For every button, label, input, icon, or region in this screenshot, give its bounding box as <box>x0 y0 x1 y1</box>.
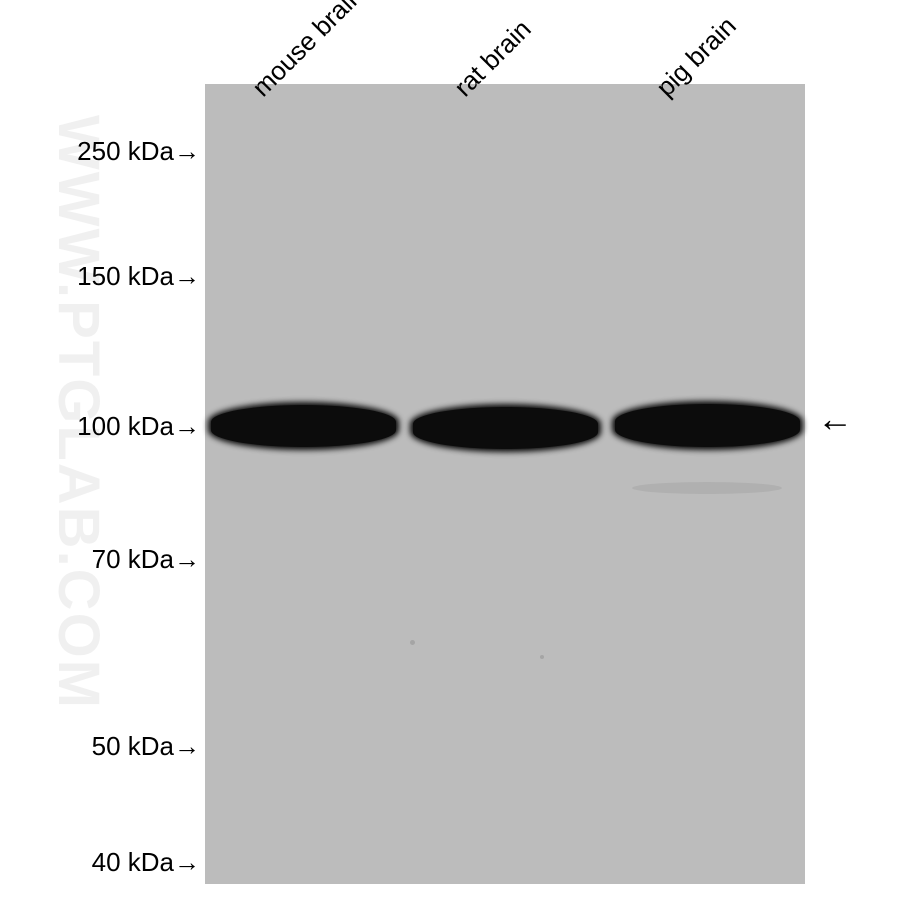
marker-arrow-icon: → <box>174 136 200 167</box>
mw-marker-label: 100 kDa→ <box>35 411 200 442</box>
mw-marker-label: 50 kDa→ <box>35 731 200 762</box>
marker-arrow-icon: → <box>174 731 200 762</box>
protein-band <box>615 404 800 447</box>
marker-arrow-icon: → <box>174 544 200 575</box>
artifact-speck <box>410 640 415 645</box>
marker-arrow-icon: → <box>174 847 200 878</box>
marker-arrow-icon: → <box>174 261 200 292</box>
protein-band <box>413 407 598 449</box>
faint-band <box>632 482 782 494</box>
target-band-arrow: ← <box>817 398 853 440</box>
mw-marker-label: 150 kDa→ <box>35 261 200 292</box>
mw-marker-label: 70 kDa→ <box>35 544 200 575</box>
marker-arrow-icon: → <box>174 411 200 442</box>
artifact-speck <box>540 655 544 659</box>
mw-marker-label: 40 kDa→ <box>35 847 200 878</box>
figure-container: WWW.PTGLAB.COM ← mouse brainrat brainpig… <box>0 0 900 903</box>
mw-marker-label: 250 kDa→ <box>35 136 200 167</box>
protein-band <box>211 405 396 447</box>
